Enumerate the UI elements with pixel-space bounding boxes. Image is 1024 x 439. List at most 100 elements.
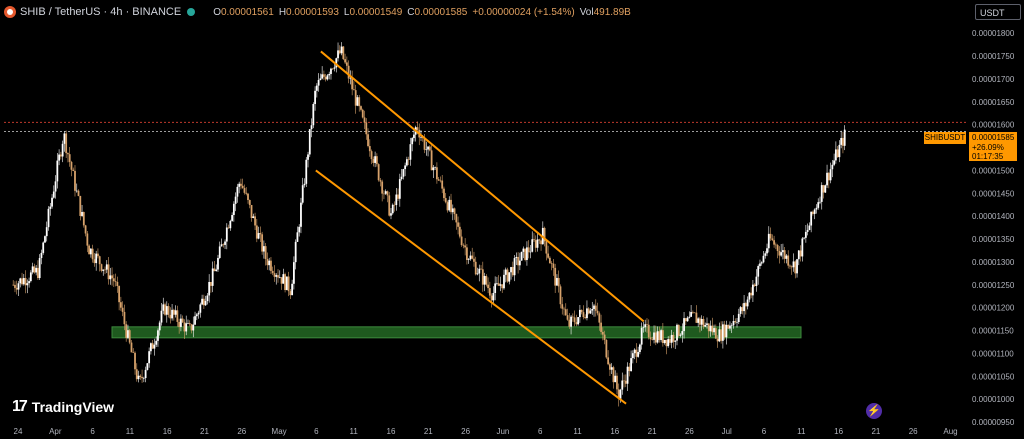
candle-body [623, 380, 625, 382]
candle-body [134, 352, 136, 370]
candle-body [490, 295, 493, 301]
candle-body [600, 322, 602, 332]
candle-body [280, 277, 283, 284]
candle-body [564, 309, 567, 316]
candle-body [337, 50, 339, 59]
candle-body [310, 125, 313, 130]
candle-body [612, 367, 615, 383]
candle-body [631, 353, 634, 359]
candle-body [197, 312, 200, 315]
candle-body [478, 268, 481, 274]
candle-body [12, 284, 15, 286]
tradingview-mark-icon: 17 [12, 398, 28, 415]
candle-body [254, 216, 256, 226]
candle-body [633, 349, 636, 354]
candle-body [508, 272, 511, 282]
candle-body [527, 247, 530, 253]
x-tick-label: 16 [834, 427, 843, 436]
symbol-title[interactable]: SHIB / TetherUS · 4h · BINANCE [20, 6, 182, 18]
candle-body [112, 278, 115, 282]
candle-body [121, 307, 124, 312]
candle-body [135, 369, 138, 380]
currency-selector[interactable]: USDT [975, 4, 1021, 20]
candle-body [628, 366, 631, 372]
candle-body [759, 263, 761, 267]
candle-body [353, 89, 355, 91]
candle-body [842, 137, 844, 146]
candle-body [287, 276, 290, 292]
x-tick-label: Apr [49, 427, 62, 436]
candle-body [480, 268, 482, 270]
candle-body [483, 275, 486, 285]
candle-body [799, 250, 802, 257]
candle-body [831, 164, 834, 170]
candle-body [262, 246, 265, 252]
candle-body [547, 253, 550, 258]
candle-body [319, 78, 322, 81]
candle-body [736, 322, 738, 323]
candle-body [559, 286, 562, 305]
candle-body [89, 248, 92, 255]
candle-body [654, 332, 657, 343]
candle-body [822, 185, 825, 193]
candle-body [782, 250, 784, 253]
candle-body [619, 389, 622, 399]
candle-body [753, 284, 756, 286]
candle-body [840, 137, 843, 145]
candle-body [328, 73, 331, 76]
support-zone[interactable] [111, 326, 802, 339]
candle-body [82, 211, 85, 226]
candle-body [144, 369, 147, 379]
candle-body [681, 331, 684, 335]
candle-body [201, 298, 203, 305]
x-tick-label: 26 [685, 427, 694, 436]
candle-body [35, 267, 38, 273]
x-tick-label: 26 [909, 427, 918, 436]
channel-upper-line[interactable] [320, 50, 645, 323]
candle-body [273, 273, 276, 277]
candle-body [218, 246, 221, 258]
candle-body [699, 318, 701, 325]
candle-body [234, 196, 237, 204]
candle-body [185, 323, 188, 332]
y-tick-label: 0.00001600 [972, 121, 1015, 130]
candle-body [556, 277, 558, 286]
candle-body [492, 292, 495, 301]
candle-body [68, 154, 71, 162]
candle-body [531, 239, 534, 252]
candle-body [278, 277, 281, 278]
candle-body [386, 191, 389, 196]
candle-body [227, 227, 230, 229]
lightning-icon[interactable]: ⚡ [866, 403, 882, 419]
channel-lower-line[interactable] [315, 169, 627, 405]
candle-body [540, 240, 542, 245]
candle-body [169, 314, 172, 319]
candle-body [836, 149, 839, 158]
y-tick-label: 0.00001100 [972, 349, 1014, 358]
candle-body [697, 318, 700, 323]
candle-body [326, 75, 329, 80]
candle-body [573, 317, 576, 323]
candle-body [700, 318, 703, 325]
last-price-label: 0.00001585 +26.09% 01:17:35 [969, 132, 1017, 161]
candle-body [471, 255, 474, 259]
change-value: +0.00000024 (+1.54%) [472, 6, 575, 18]
candle-body [157, 330, 159, 341]
candle-body [462, 245, 465, 246]
candle-body [503, 274, 505, 289]
candle-body [165, 306, 168, 315]
candle-body [457, 222, 459, 227]
candle-body [187, 323, 189, 324]
candle-body [81, 211, 83, 216]
tradingview-logo[interactable]: 17 TradingView [12, 398, 114, 416]
candle-body [100, 264, 103, 271]
candle-body [552, 263, 555, 268]
candle-body [771, 238, 774, 241]
x-tick-label: 11 [797, 427, 806, 436]
candle-body [577, 317, 580, 325]
candle-body [804, 231, 807, 238]
candle-body [432, 167, 435, 171]
candle-body [428, 146, 431, 151]
y-tick-label: 0.00001000 [972, 395, 1015, 404]
